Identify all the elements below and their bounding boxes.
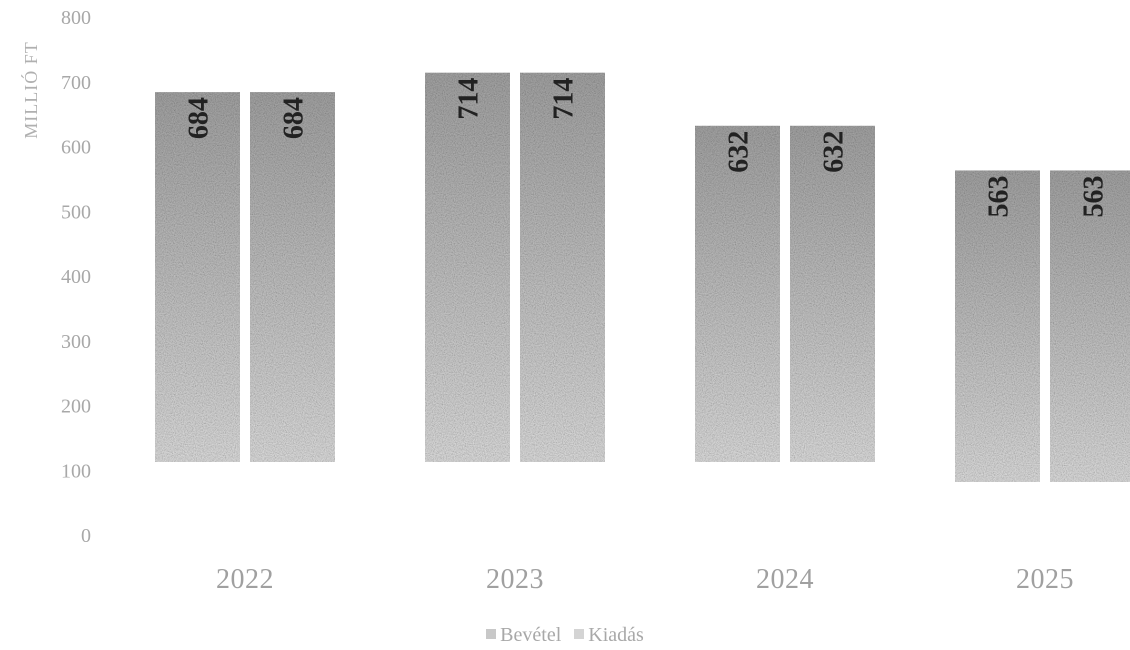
- y-axis-label: MILLIÓ FT: [20, 41, 41, 139]
- legend-label: Bevétel: [500, 624, 562, 646]
- y-tick-label: 500: [61, 201, 91, 223]
- x-axis: 2022 2023 2024 2025: [216, 564, 1074, 595]
- y-tick-label: 100: [61, 460, 91, 482]
- bar-bevetel-2022: [155, 92, 240, 463]
- y-tick-label: 600: [61, 137, 91, 159]
- data-label: 714: [454, 78, 485, 120]
- x-tick-label: 2023: [486, 564, 544, 595]
- legend-item-bevetel: Bevétel: [486, 624, 561, 647]
- bar-kiadas-2023: [520, 72, 605, 462]
- y-tick-label: 0: [81, 525, 91, 547]
- y-axis: 0 100 200 300 400 500 600 700 800: [61, 7, 91, 547]
- data-label: 563: [1079, 175, 1110, 217]
- y-tick-label: 400: [61, 266, 91, 288]
- bar-bevetel-2025: [955, 170, 1040, 482]
- bar-bevetel-2023: [425, 72, 510, 462]
- data-label: 714: [549, 78, 580, 120]
- legend-label: Kiadás: [588, 624, 644, 646]
- x-tick-label: 2024: [756, 564, 814, 595]
- data-label: 684: [279, 97, 310, 139]
- legend: Bevétel Kiadás: [0, 624, 1130, 647]
- y-tick-label: 800: [61, 7, 91, 29]
- data-label: 632: [819, 131, 850, 173]
- legend-swatch-icon: [574, 629, 585, 640]
- x-tick-label: 2022: [216, 564, 274, 595]
- legend-swatch-icon: [486, 629, 497, 640]
- y-tick-label: 200: [61, 396, 91, 418]
- data-label: 563: [984, 175, 1015, 217]
- y-tick-label: 700: [61, 72, 91, 94]
- bars: 684 684 714 714 632 632 563 563: [155, 72, 1130, 482]
- data-label: 684: [184, 97, 215, 139]
- data-label: 632: [724, 131, 755, 173]
- bar-kiadas-2022: [250, 92, 335, 463]
- bar-bevetel-2024: [695, 125, 780, 462]
- y-tick-label: 300: [61, 331, 91, 353]
- bar-kiadas-2025: [1050, 170, 1130, 482]
- legend-item-kiadas: Kiadás: [574, 624, 644, 647]
- x-tick-label: 2025: [1016, 564, 1074, 595]
- bar-kiadas-2024: [790, 125, 875, 462]
